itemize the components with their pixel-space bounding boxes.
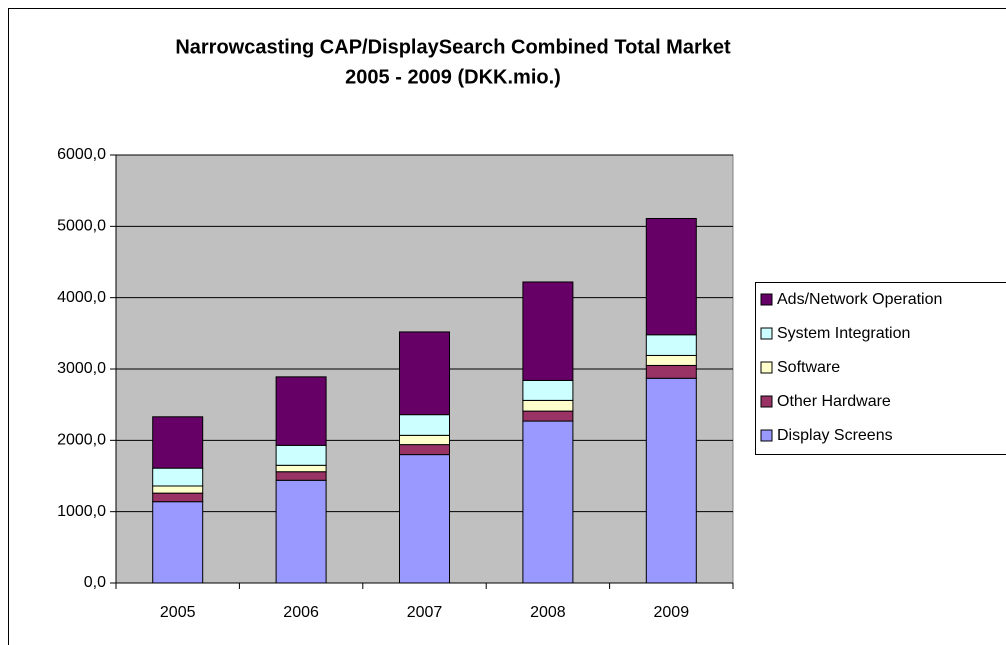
bar-segment	[275, 471, 327, 481]
bar-segment	[522, 420, 574, 584]
y-tick-label: 0,0	[84, 574, 106, 591]
bar-segment	[645, 334, 697, 356]
legend-label: Display Screens	[777, 427, 893, 444]
bar-segment	[399, 454, 450, 584]
bar-segment	[522, 379, 574, 401]
chart-title: 2005 - 2009 (DKK.mio.)	[345, 66, 561, 88]
y-tick-label: 2000,0	[57, 432, 106, 449]
y-tick-label: 1000,0	[57, 503, 106, 520]
x-tick-label: 2007	[407, 604, 443, 621]
legend-swatch	[760, 395, 773, 408]
bar-segment	[399, 414, 450, 436]
bar-segment	[522, 410, 574, 422]
legend-swatch	[760, 429, 773, 442]
bar-segment	[522, 399, 574, 412]
bar-segment	[152, 416, 204, 469]
bar-segment	[152, 501, 204, 584]
y-tick-label: 3000,0	[57, 360, 106, 377]
bar-segment	[399, 444, 450, 456]
bar-segment	[522, 281, 574, 381]
bar-segment	[275, 479, 327, 584]
x-tick-label: 2006	[283, 604, 319, 621]
bar-segment	[645, 377, 697, 584]
y-tick-label: 5000,0	[57, 218, 106, 235]
legend-box	[755, 282, 1006, 455]
bar-segment	[152, 467, 204, 487]
chart-title: Narrowcasting CAP/DisplaySearch Combined…	[175, 36, 731, 58]
x-tick-label: 2005	[160, 604, 196, 621]
legend-label: Ads/Network Operation	[777, 291, 942, 308]
y-tick-label: 4000,0	[57, 289, 106, 306]
legend-swatch	[760, 327, 773, 340]
legend-label: Other Hardware	[777, 393, 891, 410]
x-tick-label: 2009	[654, 604, 690, 621]
legend-label: System Integration	[777, 325, 910, 342]
legend-swatch	[760, 293, 773, 306]
bar-segment	[275, 464, 327, 473]
bar-segment	[275, 376, 327, 446]
bar-segment	[645, 217, 697, 336]
bar-segment	[399, 331, 450, 416]
bar-segment	[275, 444, 327, 466]
bar-segment	[645, 364, 697, 379]
bar-segment	[645, 354, 697, 366]
x-tick-label: 2008	[530, 604, 566, 621]
legend-label: Software	[777, 359, 840, 376]
bar-segment	[152, 485, 204, 494]
legend-swatch	[760, 361, 773, 374]
bar-segment	[152, 492, 204, 503]
bar-segment	[399, 434, 450, 446]
y-tick-label: 6000,0	[57, 146, 106, 163]
